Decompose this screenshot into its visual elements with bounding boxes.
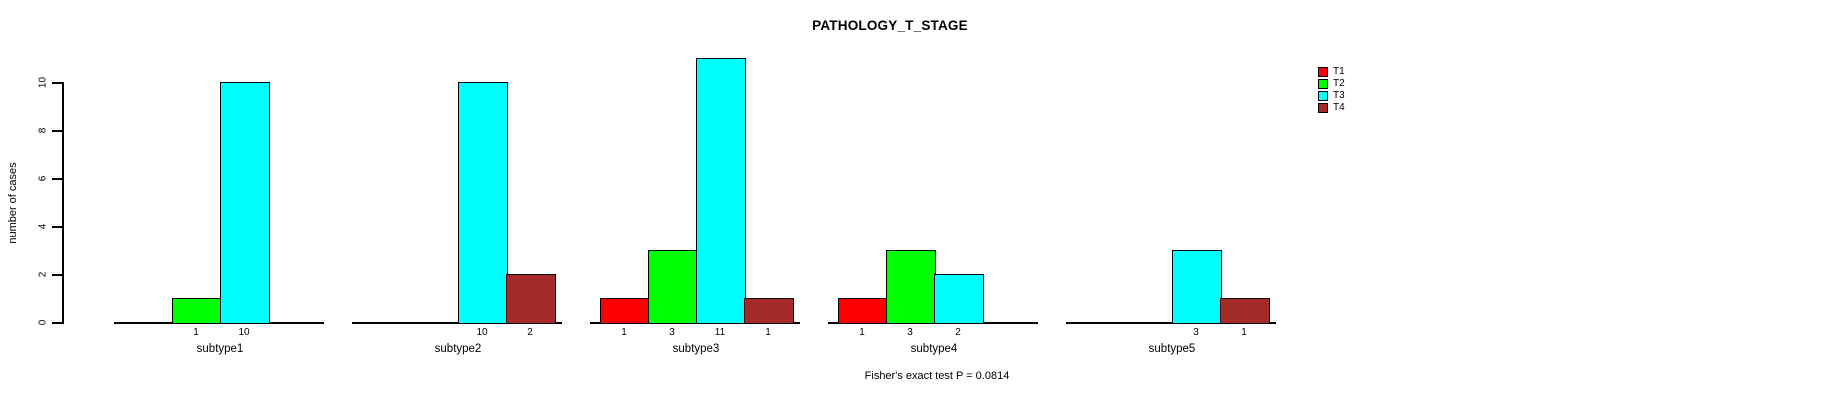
legend-label: T1 xyxy=(1333,66,1345,77)
bar-value-label: 1 xyxy=(765,327,771,338)
legend-item-t2: T2 xyxy=(1318,78,1345,90)
bar-value-label: 3 xyxy=(907,327,913,338)
legend-swatch-t1 xyxy=(1318,67,1328,77)
bar-value-label: 3 xyxy=(1193,327,1199,338)
bar-t3-subtype3 xyxy=(696,58,746,324)
y-tick xyxy=(52,130,62,132)
bar-value-label: 10 xyxy=(238,327,250,338)
bar-value-label: 1 xyxy=(859,327,865,338)
bar-value-label: 10 xyxy=(476,327,488,338)
y-tick xyxy=(52,322,62,324)
y-tick xyxy=(52,82,62,84)
legend-swatch-t2 xyxy=(1318,79,1328,89)
legend-label: T3 xyxy=(1333,90,1345,101)
bar-t3-subtype4 xyxy=(934,274,984,324)
bar-value-label: 2 xyxy=(527,327,533,338)
bar-t3-subtype2 xyxy=(458,82,508,324)
y-axis-label: number of cases xyxy=(7,162,19,244)
bar-value-label: 1 xyxy=(193,327,199,338)
bar-t1-subtype3 xyxy=(600,298,650,324)
bar-t1-subtype4 xyxy=(838,298,888,324)
bar-value-label: 11 xyxy=(714,327,726,338)
y-tick-label: 10 xyxy=(37,76,49,89)
y-axis-line xyxy=(62,82,64,324)
y-tick-label: 6 xyxy=(37,175,49,182)
legend: T1 T2 T3 T4 xyxy=(1318,66,1345,114)
x-axis-category-label: subtype4 xyxy=(910,343,958,355)
bar-t4-subtype3 xyxy=(744,298,794,324)
bar-t2-subtype3 xyxy=(648,250,698,324)
legend-item-t1: T1 xyxy=(1318,66,1345,78)
legend-item-t4: T4 xyxy=(1318,102,1345,114)
x-axis-category-label: subtype1 xyxy=(196,343,244,355)
x-axis-category-label: subtype3 xyxy=(672,343,720,355)
y-tick xyxy=(52,274,62,276)
group-axis-line xyxy=(352,322,562,324)
y-tick-label: 8 xyxy=(37,127,49,134)
legend-label: T4 xyxy=(1333,102,1345,113)
bar-t2-subtype4 xyxy=(886,250,936,324)
legend-swatch-t3 xyxy=(1318,91,1328,101)
x-axis-category-label: subtype5 xyxy=(1148,343,1196,355)
bar-value-label: 2 xyxy=(955,327,961,338)
y-tick xyxy=(52,178,62,180)
bar-t3-subtype1 xyxy=(220,82,270,324)
group-axis-line xyxy=(1066,322,1276,324)
bar-t2-subtype1 xyxy=(172,298,222,324)
bar-t4-subtype2 xyxy=(506,274,556,324)
chart-title: PATHOLOGY_T_STAGE xyxy=(812,18,968,33)
bar-t3-subtype5 xyxy=(1172,250,1222,324)
bar-t4-subtype5 xyxy=(1220,298,1270,324)
bar-value-label: 1 xyxy=(621,327,627,338)
legend-item-t3: T3 xyxy=(1318,90,1345,102)
legend-swatch-t4 xyxy=(1318,103,1328,113)
fisher-test-annotation: Fisher's exact test P = 0.0814 xyxy=(864,370,1010,382)
bar-value-label: 3 xyxy=(669,327,675,338)
y-tick-label: 0 xyxy=(37,319,49,326)
legend-label: T2 xyxy=(1333,78,1345,89)
x-axis-category-label: subtype2 xyxy=(434,343,482,355)
y-tick xyxy=(52,226,62,228)
bar-value-label: 1 xyxy=(1241,327,1247,338)
y-tick-label: 4 xyxy=(37,223,49,230)
y-tick-label: 2 xyxy=(37,271,49,278)
